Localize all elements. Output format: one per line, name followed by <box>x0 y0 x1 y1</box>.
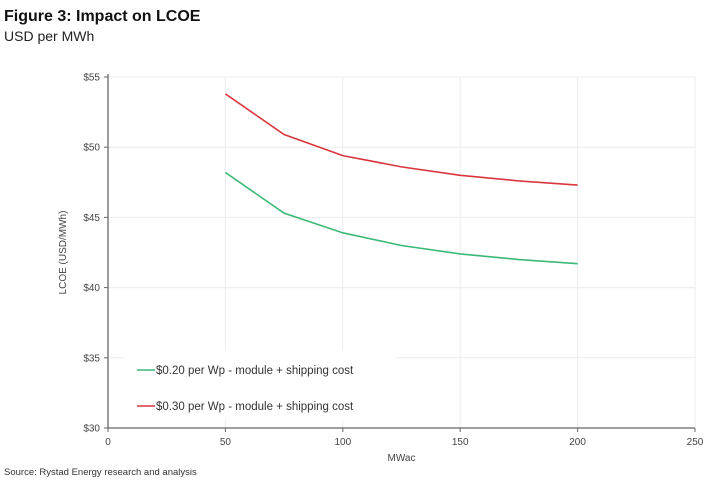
series-line <box>224 171 578 265</box>
y-tick-label: $45 <box>83 213 100 224</box>
y-tick-label: $50 <box>83 143 100 154</box>
x-tick-label: 50 <box>220 437 232 448</box>
x-tick-label: 250 <box>687 437 704 448</box>
x-tick-label: 0 <box>105 437 111 448</box>
chart-subtitle: USD per MWh <box>4 28 95 44</box>
y-tick-label: $55 <box>83 73 100 84</box>
legend-box <box>125 350 395 420</box>
x-tick-label: 150 <box>452 437 469 448</box>
x-tick-label: 200 <box>569 437 586 448</box>
legend-label: $0.20 per Wp - module + shipping cost <box>156 365 354 377</box>
series-line <box>224 93 578 186</box>
y-tick-label: $40 <box>83 283 100 294</box>
chart-title: Figure 3: Impact on LCOE <box>4 8 201 25</box>
source-note: Source: Rystad Energy research and analy… <box>4 467 197 478</box>
x-tick-label: 100 <box>334 437 351 448</box>
y-tick-label: $35 <box>83 353 100 364</box>
x-axis-label: MWac <box>388 453 416 464</box>
y-tick-label: $30 <box>83 424 100 435</box>
legend-label: $0.30 per Wp - module + shipping cost <box>156 401 354 413</box>
y-axis-label: LCOE (USD/MWh) <box>58 211 69 295</box>
